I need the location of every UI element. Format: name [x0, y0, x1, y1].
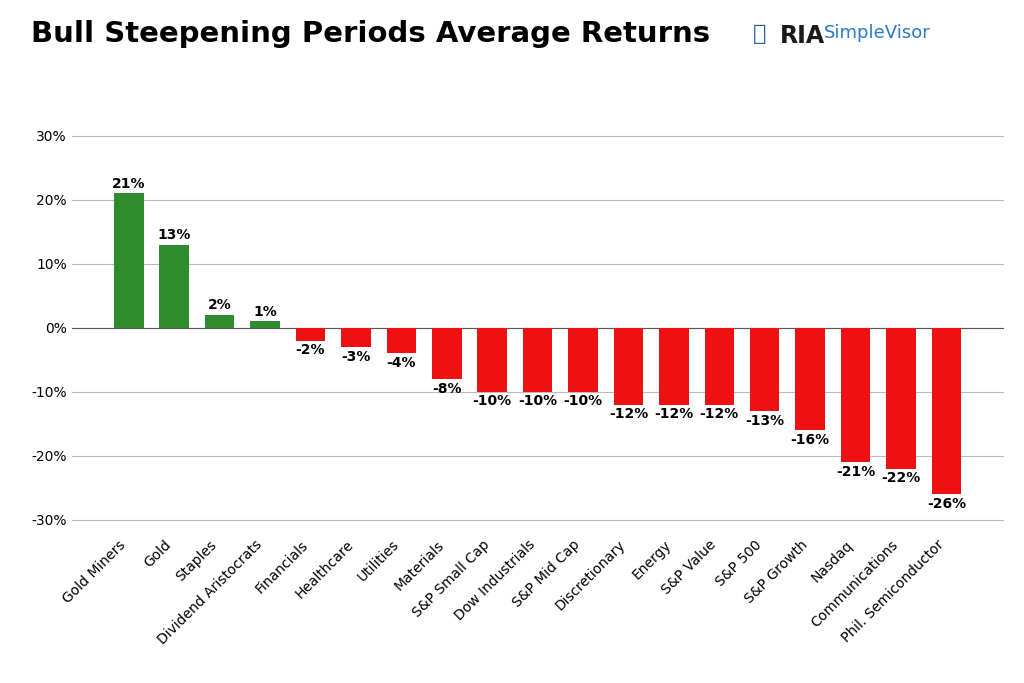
Bar [659, 328, 688, 404]
Text: -26%: -26% [927, 497, 966, 511]
Text: 2%: 2% [208, 298, 231, 313]
Bar [114, 193, 143, 328]
Text: RIA: RIA [780, 24, 825, 48]
Bar [432, 328, 462, 379]
Bar [205, 315, 234, 328]
Text: 🦅: 🦅 [753, 24, 766, 44]
Text: -13%: -13% [745, 414, 784, 428]
Text: 1%: 1% [253, 305, 276, 319]
Text: 13%: 13% [158, 228, 190, 242]
Text: -12%: -12% [654, 407, 693, 421]
Bar [613, 328, 643, 404]
Bar [387, 328, 416, 354]
Bar [477, 328, 507, 392]
Text: -2%: -2% [296, 344, 326, 357]
Text: -8%: -8% [432, 382, 462, 395]
Text: -10%: -10% [473, 395, 512, 408]
Bar [250, 322, 280, 328]
Bar [568, 328, 598, 392]
Bar [160, 245, 189, 328]
Bar [705, 328, 734, 404]
Text: -4%: -4% [387, 356, 416, 370]
Text: -22%: -22% [882, 471, 921, 485]
Bar [296, 328, 326, 341]
Text: -10%: -10% [563, 395, 602, 408]
Bar [341, 328, 371, 347]
Text: -16%: -16% [791, 433, 829, 447]
Text: SimpleVisor: SimpleVisor [824, 24, 931, 42]
Text: Bull Steepening Periods Average Returns: Bull Steepening Periods Average Returns [31, 20, 710, 48]
Bar [523, 328, 552, 392]
Bar [932, 328, 962, 494]
Text: -21%: -21% [836, 465, 876, 479]
Text: 21%: 21% [112, 177, 145, 191]
Bar [886, 328, 915, 469]
Text: -10%: -10% [518, 395, 557, 408]
Text: -3%: -3% [341, 350, 371, 363]
Bar [796, 328, 825, 430]
Text: -12%: -12% [699, 407, 739, 421]
Text: -12%: -12% [609, 407, 648, 421]
Bar [750, 328, 779, 411]
Bar [841, 328, 870, 462]
